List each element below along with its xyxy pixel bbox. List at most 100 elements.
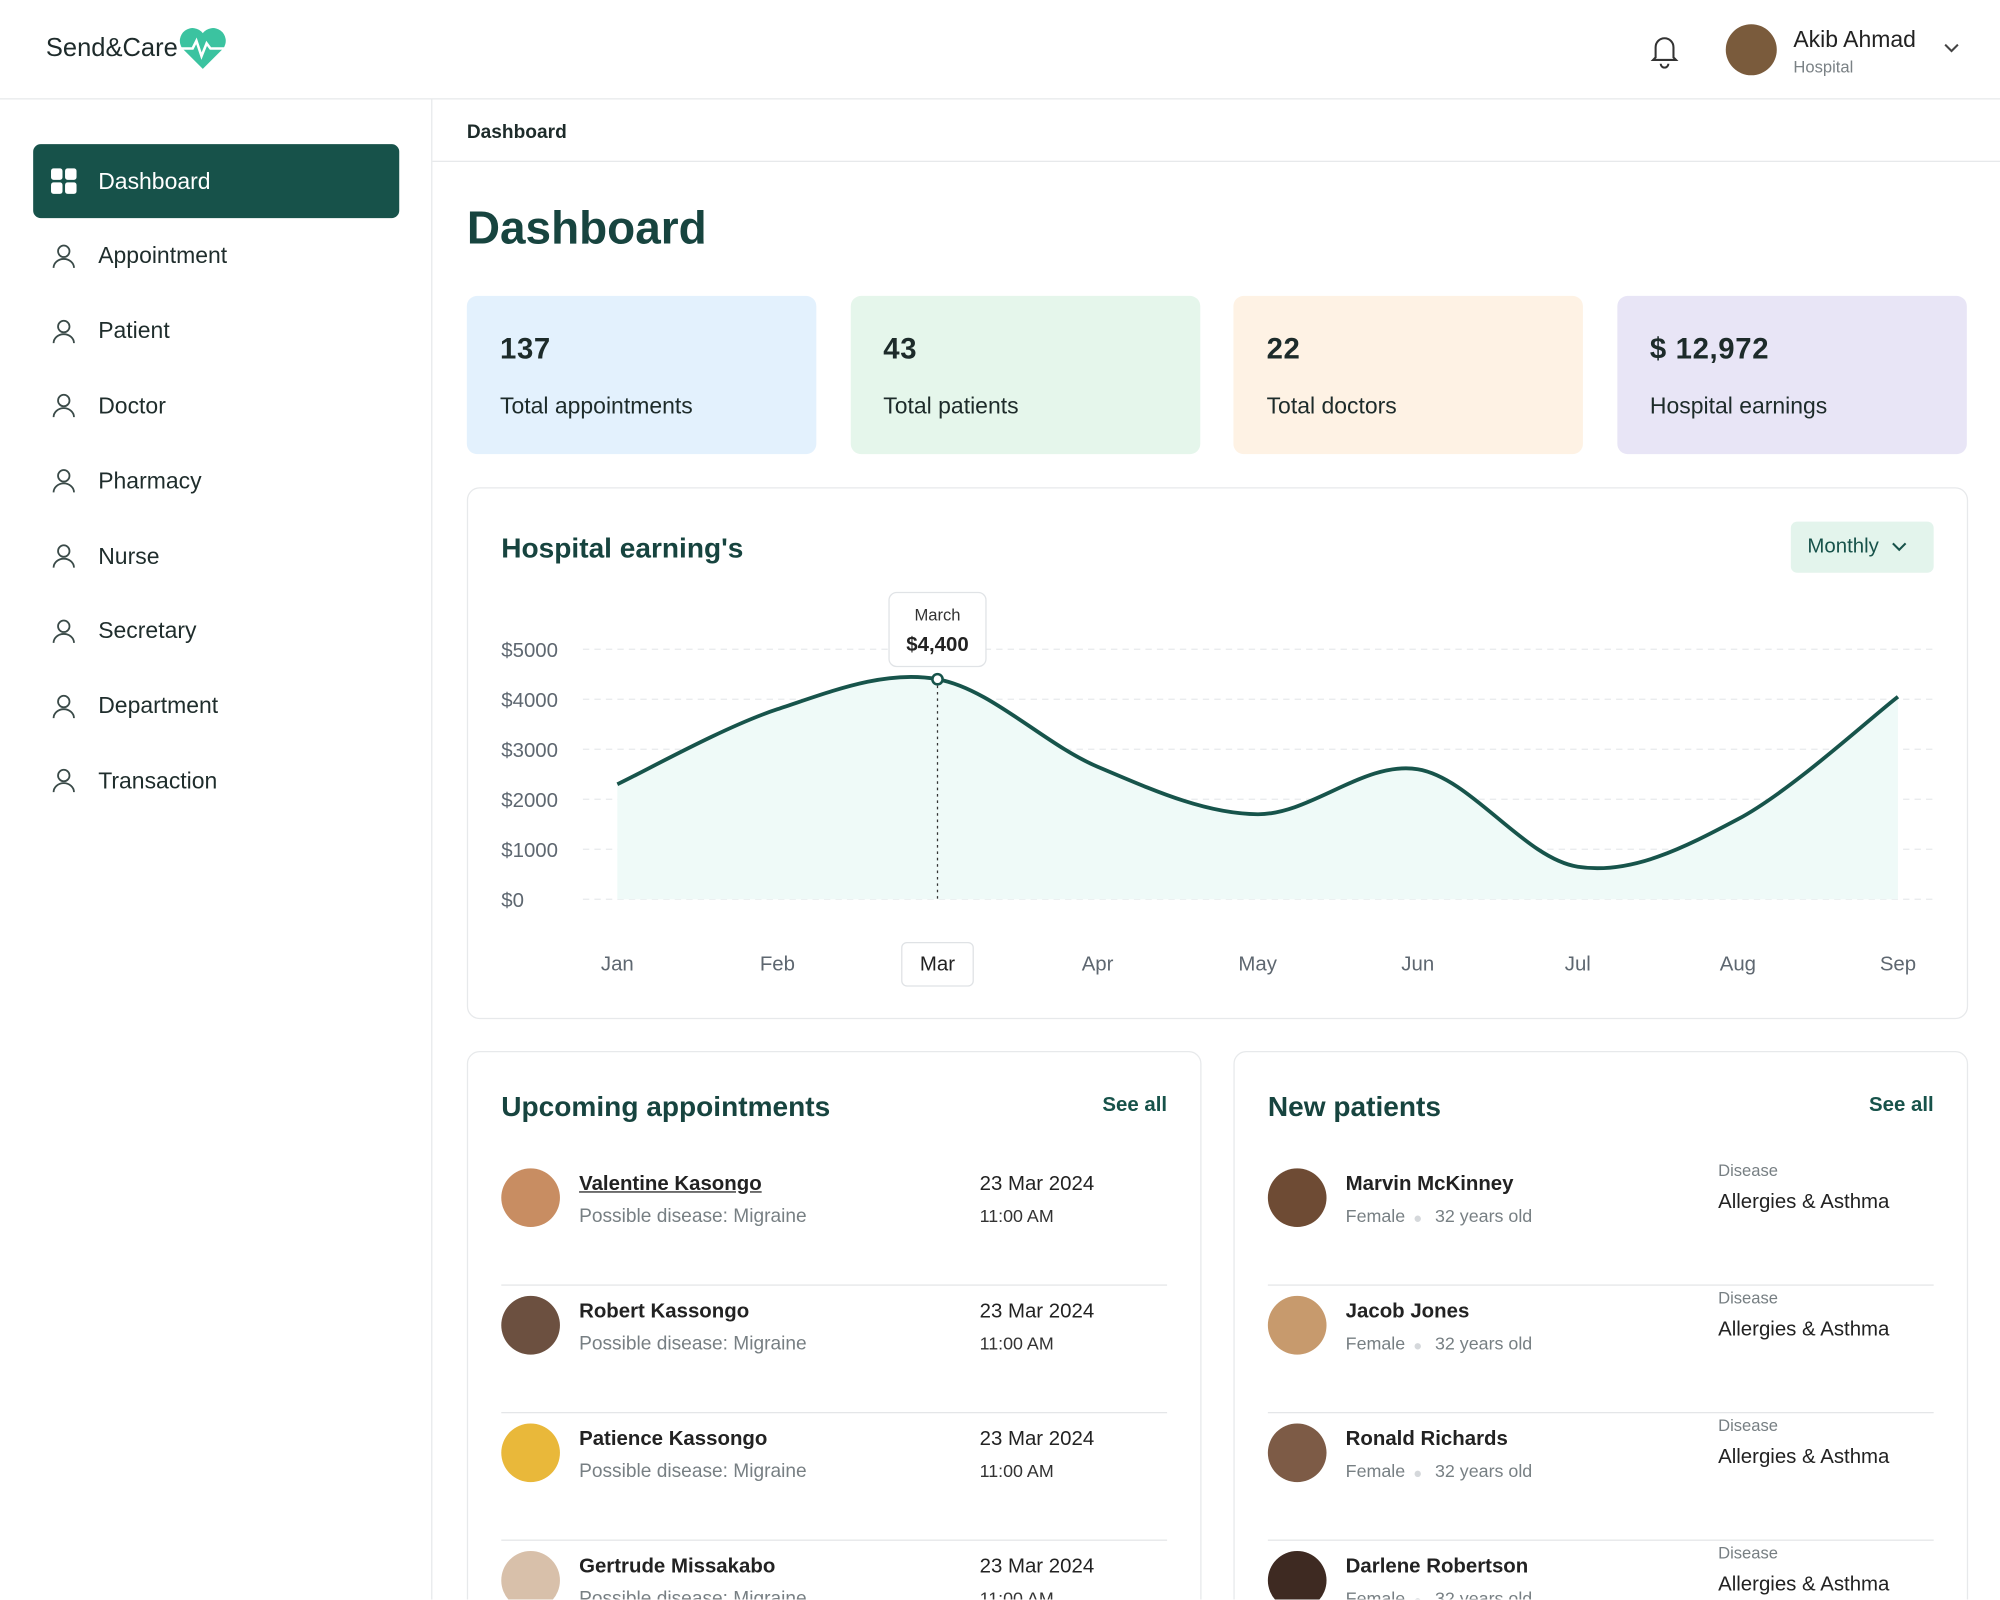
patient-name: Gertrude Missakabo [579, 1556, 776, 1578]
see-all[interactable]: See all [1869, 1094, 1934, 1117]
patient-name: Marvin McKinney [1345, 1173, 1514, 1196]
x-tick-label: Apr [1082, 954, 1114, 976]
appointments-panel: Upcoming appointments See all Valentine … [466, 1051, 1202, 1600]
icon-part [52, 257, 75, 268]
x-tick-label: Sep [1880, 954, 1916, 976]
nav-icon [51, 168, 77, 194]
time: 11:00 AM [979, 1205, 1054, 1226]
nav-item[interactable]: Department [33, 669, 399, 743]
avatar [501, 1423, 560, 1483]
appointment-row[interactable]: Robert Kassongo Possible disease: Migrain… [501, 1284, 1168, 1414]
icon-part [52, 782, 75, 793]
patient-row[interactable]: Ronald Richards Female 32 years old Disease… [1267, 1412, 1934, 1541]
nav-item[interactable]: Dashboard [33, 144, 400, 219]
chart: $0 $1000 $2000 $3000 $4000 $5000 Jan Feb Mar Apr M… [501, 591, 1935, 987]
icon-part [52, 632, 75, 643]
tooltip [888, 591, 987, 668]
nav-label: Dashboard [98, 167, 211, 194]
icon-part [57, 694, 71, 708]
appointment-row[interactable]: Gertrude Missakabo Possible disease: Migr… [501, 1540, 1167, 1600]
period-select[interactable]: Monthly [1790, 521, 1934, 573]
icon-part [51, 168, 63, 180]
date: 23 Mar 2024 [979, 1301, 1095, 1323]
patient-row[interactable]: Marvin McKinney Female 32 years old Disease… [1267, 1157, 1934, 1286]
nav-label: Appointment [98, 242, 228, 269]
user-avatar[interactable] [1725, 24, 1777, 76]
nav-item[interactable]: Patient [33, 294, 399, 368]
patients-title: New patients [1267, 1090, 1441, 1123]
stat-label: Hospital earnings [1649, 392, 1828, 419]
disease-label: Disease [1718, 1415, 1779, 1435]
icon-part [65, 168, 77, 180]
x-tick-label: Aug [1720, 954, 1756, 976]
y-tick-label: $0 [501, 890, 524, 912]
dot [1414, 1470, 1421, 1478]
disease-label: Disease [1718, 1543, 1779, 1563]
appointment-row[interactable]: Patience Kassongo Possible disease: Migra… [501, 1412, 1168, 1541]
tooltip-value: $4,400 [906, 634, 968, 656]
nav-item[interactable]: Appointment [33, 219, 399, 293]
disease: Allergies & Asthma [1718, 1573, 1890, 1596]
icon-part [57, 469, 71, 483]
nav-item[interactable]: Transaction [33, 744, 399, 818]
y-tick-label: $5000 [501, 640, 558, 662]
date: 23 Mar 2024 [979, 1428, 1095, 1451]
dot [1414, 1598, 1421, 1600]
avatar [1267, 1295, 1327, 1355]
x-tick-label: Jan [601, 954, 634, 976]
stat-card: 22 Total doctors [1233, 295, 1583, 455]
stat-card: 43 Total patients [850, 295, 1200, 455]
area [617, 676, 1898, 900]
chevron [1892, 542, 1907, 552]
nav-item[interactable]: Pharmacy [33, 444, 399, 518]
avatar [501, 1295, 560, 1355]
dot [1414, 1215, 1421, 1222]
disease: Possible disease: Migraine [579, 1332, 807, 1355]
point [931, 672, 944, 686]
x-tick-label: Jul [1565, 954, 1591, 976]
nav-item[interactable]: Nurse [33, 519, 399, 593]
patient-row[interactable]: Darlene Robertson Female 32 years old Disea… [1267, 1540, 1934, 1600]
nav-item[interactable]: Secretary [33, 594, 399, 668]
patients-panel: New patients See all Marvin McKinney Fema… [1233, 1051, 1969, 1600]
top-bar: Send&Care Akib Ahmad Hospital [0, 0, 2000, 100]
age: 32 years old [1434, 1205, 1533, 1226]
avatar [501, 1551, 560, 1600]
nav-label: Pharmacy [98, 467, 202, 494]
nav-item[interactable]: Doctor [33, 369, 399, 443]
brand: Send&Care [45, 34, 178, 63]
nav-icon [52, 469, 75, 493]
date: 23 Mar 2024 [979, 1556, 1095, 1578]
x-tick-label: May [1238, 954, 1277, 976]
page-title: Dashboard [466, 201, 707, 254]
user-menu[interactable] [1943, 42, 1961, 55]
date: 23 Mar 2024 [979, 1173, 1095, 1196]
appointment-row[interactable]: Valentine Kasongo Possible disease: Migra… [501, 1157, 1168, 1286]
time: 11:00 AM [979, 1332, 1054, 1354]
stat-card: 137 Total appointments [466, 295, 817, 455]
nav-icon [52, 694, 75, 718]
avatar [501, 1168, 560, 1228]
nav-label: Patient [98, 317, 170, 344]
disease: Allergies & Asthma [1718, 1191, 1890, 1214]
time: 11:00 AM [979, 1460, 1054, 1481]
stat-value: 137 [499, 331, 551, 365]
notifications[interactable] [1648, 33, 1681, 69]
nav-label: Secretary [98, 617, 197, 644]
icon-part [57, 394, 71, 408]
nav-icon [52, 619, 75, 643]
see-all[interactable]: See all [1102, 1094, 1168, 1117]
breadcrumb: Dashboard [466, 121, 567, 143]
icon-part [51, 182, 63, 194]
disease-label: Disease [1718, 1160, 1779, 1180]
nav-icon [52, 544, 75, 568]
avatar [1267, 1551, 1327, 1600]
age: 32 years old [1434, 1588, 1533, 1600]
gender: Female [1345, 1588, 1406, 1600]
icon-part [57, 769, 71, 783]
patient-row[interactable]: Jacob Jones Female 32 years old Disease Alle… [1267, 1284, 1934, 1414]
appointments-title: Upcoming appointments [501, 1090, 831, 1123]
nav-icon [52, 319, 75, 343]
tooltip-title: March [914, 606, 960, 625]
gender: Female [1345, 1205, 1406, 1226]
